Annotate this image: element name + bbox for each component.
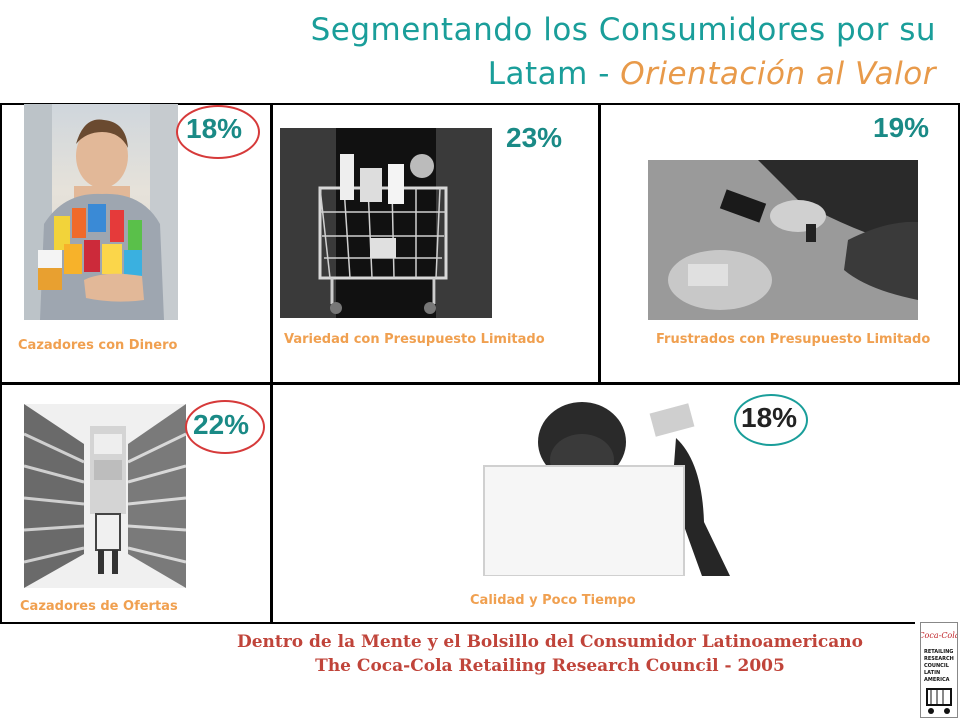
footer: Dentro de la Mente y el Bolsillo del Con…: [180, 630, 920, 678]
percent-ring-red: [176, 105, 260, 159]
logo-line-5: AMERICA: [924, 677, 950, 683]
grid-divider-2: [598, 103, 601, 384]
photo-woman-with-card: [472, 402, 730, 576]
photo-paying-bill: [648, 160, 918, 320]
grid-left-line: [0, 103, 2, 623]
segment-label: Cazadores con Dinero: [18, 338, 178, 353]
footer-line-1: Dentro de la Mente y el Bolsillo del Con…: [237, 632, 863, 652]
title-line-1: Segmentando los Consumidores por su: [310, 12, 936, 48]
retailing-council-logo: Coca-Cola RETAILING RESEARCH COUNCIL LAT…: [918, 622, 960, 718]
segment-percent: 23%: [506, 122, 563, 153]
grid-right-line: [958, 103, 960, 384]
logo-brand: Coca-Cola: [921, 631, 957, 640]
logo-line-3: COUNCIL: [924, 663, 950, 669]
segment-percent: 22%: [193, 409, 250, 440]
percent-ring-red: [185, 400, 265, 454]
slide-title: Segmentando los Consumidores por su Lata…: [36, 8, 936, 96]
grid-bottom-line: [0, 622, 915, 624]
shopping-cart-icon: [926, 688, 952, 714]
title-line-2-prefix: Latam -: [487, 56, 621, 92]
segment-label: Cazadores de Ofertas: [20, 599, 178, 614]
title-line-2: Latam - Orientación al Valor: [36, 52, 936, 96]
grid-middle-line: [0, 382, 960, 385]
photo-supermarket-aisle: [24, 404, 186, 588]
grid-top-line: [0, 103, 960, 105]
grid-divider-1: [270, 103, 273, 623]
segment-percent: 18%: [741, 402, 798, 433]
percent-ring-teal: [734, 394, 808, 446]
logo-line-2: RESEARCH: [924, 656, 954, 662]
segment-percent: 19%: [873, 112, 930, 143]
logo-line-1: RETAILING: [924, 649, 953, 655]
title-line-2-accent: Orientación al Valor: [620, 56, 936, 92]
segment-label: Frustrados con Presupuesto Limitado: [656, 332, 931, 347]
photo-shopping-cart: [280, 128, 492, 318]
segment-label: Variedad con Presupuesto Limitado: [284, 332, 545, 347]
segment-percent: 18%: [186, 113, 243, 144]
segment-label: Calidad y Poco Tiempo: [470, 593, 636, 608]
footer-line-2: The Coca-Cola Retailing Research Council…: [315, 656, 785, 676]
photo-man-with-groceries: [24, 104, 178, 320]
logo-line-4: LATIN: [924, 670, 940, 676]
